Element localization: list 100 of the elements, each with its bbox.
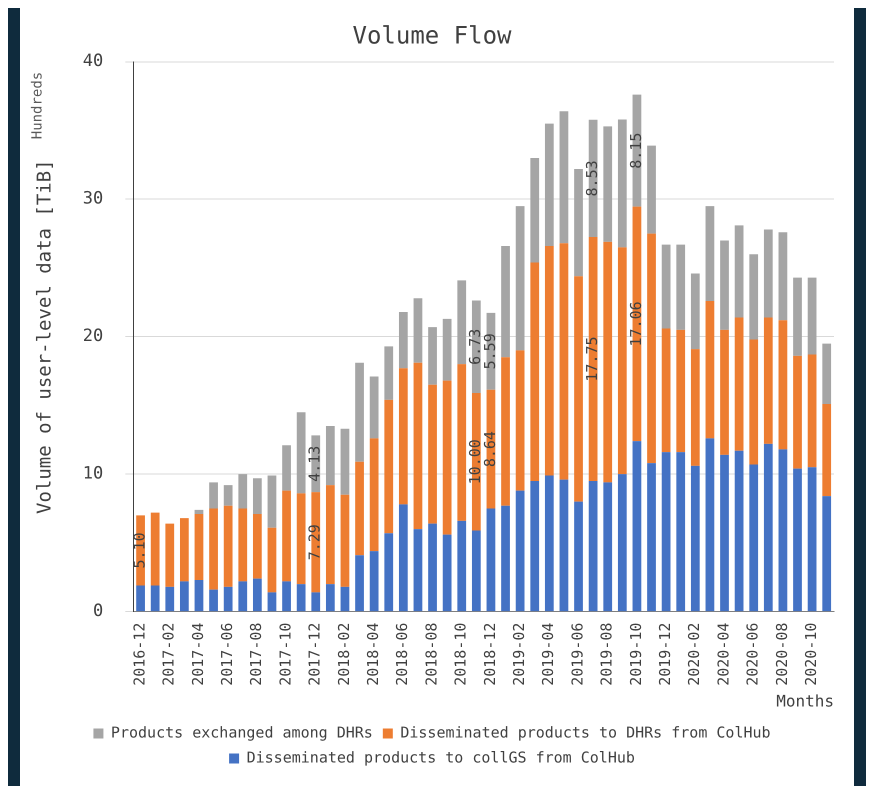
bar (398, 368, 408, 504)
x-tick-label: 2017-10 (276, 622, 294, 686)
x-tick-label: 2019-04 (539, 622, 558, 686)
bar (501, 506, 510, 612)
bar (618, 247, 627, 474)
bar (530, 481, 540, 612)
bar (618, 474, 627, 612)
bar (778, 449, 788, 612)
data-label: 17.75 (583, 336, 602, 382)
bar (808, 354, 816, 468)
bar (618, 120, 627, 248)
bar (808, 278, 816, 355)
bar (252, 578, 262, 612)
bar (706, 438, 714, 612)
bar (676, 452, 686, 612)
bar (560, 480, 568, 612)
bar (647, 234, 656, 464)
bar (355, 555, 364, 612)
bar (457, 280, 466, 364)
bar (282, 445, 291, 491)
bar (530, 158, 540, 262)
bar (355, 362, 364, 462)
bar (690, 466, 700, 612)
bar (457, 364, 466, 521)
x-tick-label: 2018-10 (452, 622, 470, 686)
bar (720, 240, 729, 330)
bar (150, 585, 160, 612)
bar (764, 444, 773, 612)
data-label: 8.53 (583, 160, 602, 196)
bar (224, 586, 233, 612)
bar (428, 384, 437, 524)
bar (384, 400, 394, 534)
x-tick-label: 2019-02 (510, 622, 528, 686)
bar (428, 524, 437, 612)
bar (486, 508, 496, 612)
bar (180, 581, 189, 612)
bar (749, 339, 758, 465)
bar (252, 478, 262, 514)
bar (501, 357, 510, 506)
bar (706, 300, 714, 438)
bar (516, 350, 525, 491)
bar (574, 502, 583, 612)
bar (165, 524, 174, 587)
bar (238, 581, 248, 612)
bar (720, 454, 729, 612)
bar (544, 246, 554, 476)
bar (516, 490, 525, 612)
bar (340, 428, 350, 495)
bar (632, 441, 642, 612)
bar (209, 482, 218, 508)
bar (282, 490, 291, 582)
bar (442, 534, 452, 612)
x-axis-title: Months (776, 692, 834, 711)
x-tick-label: 2019-08 (598, 622, 616, 686)
x-tick-label: 2018-08 (422, 622, 440, 686)
bar (706, 206, 714, 301)
bar (414, 529, 422, 612)
bar (326, 485, 335, 584)
x-tick-label: 2017-06 (218, 622, 236, 686)
data-label: 17.06 (626, 301, 645, 346)
bar (676, 330, 686, 452)
bar (516, 206, 525, 350)
bar (560, 243, 568, 480)
y-tick-label: 10 (82, 464, 104, 484)
bar (501, 246, 510, 358)
bar (793, 278, 802, 356)
bar (778, 320, 788, 450)
bar (296, 412, 306, 494)
bar (238, 474, 248, 508)
bar (720, 330, 729, 455)
bar (603, 482, 612, 612)
y-tick-label: 0 (93, 601, 104, 622)
chart-title: Volume Flow (352, 22, 512, 50)
x-tick-label: 2019-06 (568, 622, 586, 686)
bar (384, 346, 394, 400)
bar (428, 327, 437, 385)
bar (209, 508, 218, 590)
bar (808, 467, 816, 612)
bar (662, 244, 670, 328)
x-tick-label: 2017-08 (247, 622, 266, 686)
y-tick-label: 40 (82, 51, 104, 72)
bar (442, 318, 452, 381)
x-tick-label: 2019-10 (626, 622, 645, 686)
bar (647, 146, 656, 234)
x-tick-label: 2018-02 (334, 622, 353, 686)
bar (793, 356, 802, 469)
legend-label: Products exchanged among DHRs (110, 723, 373, 742)
bar (690, 273, 700, 350)
data-label: 7.29 (306, 524, 324, 560)
bar (398, 312, 408, 368)
bar (734, 225, 744, 318)
bar (282, 581, 291, 612)
bar (457, 520, 466, 612)
legend-label: Disseminated products to collGS from ColHub (246, 748, 635, 766)
bar (764, 229, 773, 318)
bar (194, 580, 204, 612)
bar (822, 344, 832, 404)
bar (268, 592, 276, 612)
bar (238, 508, 248, 582)
bar (370, 376, 379, 438)
